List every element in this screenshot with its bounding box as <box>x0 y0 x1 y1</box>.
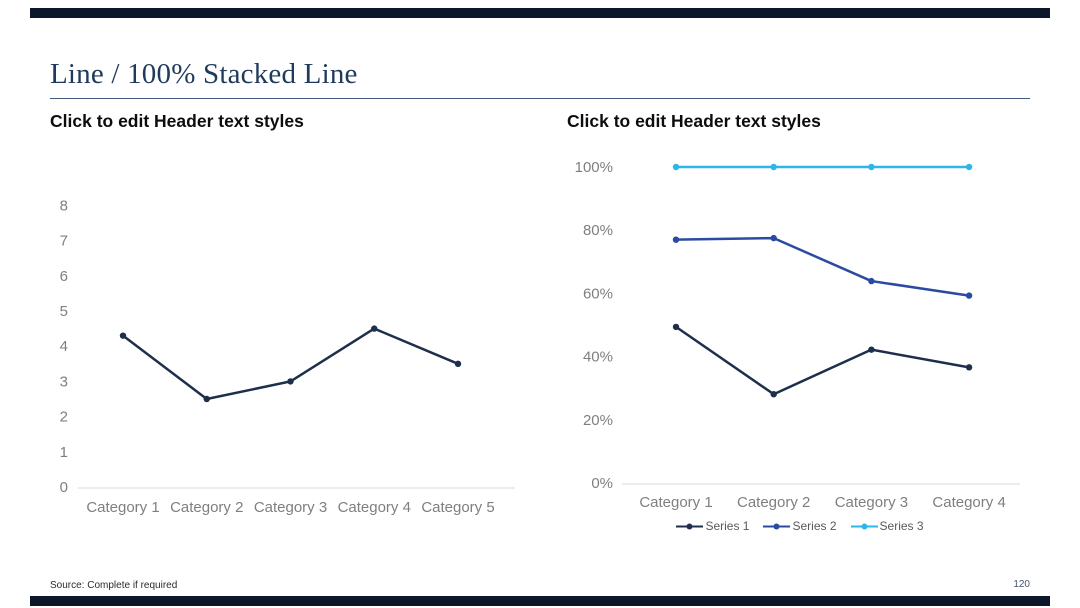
data-point-marker <box>965 364 973 371</box>
data-point-marker <box>672 236 680 243</box>
data-point-marker <box>770 391 777 398</box>
y-axis-tick-label: 0 <box>60 479 68 496</box>
title-divider <box>50 98 1030 99</box>
y-axis-tick-label: 7 <box>60 233 68 250</box>
y-axis-tick-label: 80% <box>583 222 613 239</box>
data-point-marker <box>371 325 378 332</box>
x-axis-category-label: Category 4 <box>338 499 411 516</box>
y-axis-tick-label: 20% <box>583 412 613 429</box>
y-axis-tick-label: 1 <box>60 444 68 461</box>
page-number: 120 <box>1013 579 1030 590</box>
chart-legend: Series 1 Series 2 Series 3 <box>560 519 1040 533</box>
x-axis-category-label: Category 3 <box>835 494 908 511</box>
y-axis-tick-label: 40% <box>583 349 613 366</box>
x-axis-category-label: Category 1 <box>86 499 159 516</box>
data-point-marker <box>119 332 127 339</box>
data-point-marker <box>672 163 680 171</box>
x-axis-category-label: Category 1 <box>639 494 712 511</box>
x-axis-category-label: Category 4 <box>932 494 1005 511</box>
y-axis-tick-label: 5 <box>60 303 68 320</box>
data-point-marker <box>203 395 210 403</box>
legend-label: Series 3 <box>879 519 924 533</box>
x-axis-category-label: Category 2 <box>170 499 243 516</box>
legend-item-series-2: Series 2 <box>763 519 837 533</box>
legend-label: Series 2 <box>792 519 837 533</box>
data-point-marker <box>770 163 777 171</box>
x-axis-category-label: Category 5 <box>421 499 494 516</box>
data-point-marker <box>965 163 973 171</box>
source-note: Source: Complete if required <box>50 580 178 591</box>
data-point-marker <box>868 163 875 171</box>
x-axis-category-label: Category 2 <box>737 494 810 511</box>
legend-item-series-3: Series 3 <box>850 519 924 533</box>
y-axis-tick-label: 4 <box>60 338 68 355</box>
series-line <box>674 236 971 297</box>
series-line <box>674 325 971 396</box>
legend-item-series-1: Series 1 <box>676 519 749 533</box>
line-chart[interactable]: 0 1 2 3 4 5 6 7 8 Category 1 Category 2 Category 3 C… <box>40 190 540 530</box>
data-point-marker <box>868 277 875 285</box>
bottom-accent-bar <box>30 596 1050 606</box>
y-axis-tick-label: 8 <box>60 197 68 214</box>
data-point-marker <box>672 323 680 331</box>
data-point-marker <box>965 292 973 299</box>
y-axis-tick-label: 100% <box>575 159 613 176</box>
data-point-marker <box>770 234 777 242</box>
data-point-marker <box>287 378 294 385</box>
stacked-line-chart[interactable]: 0% 20% 40% 60% 80% 100% Category 1 Category 2 Ca… <box>560 150 1080 515</box>
page-title[interactable]: Line / 100% Stacked Line <box>50 58 358 90</box>
y-axis-tick-label: 0% <box>591 475 613 492</box>
y-axis-tick-label: 3 <box>60 373 68 390</box>
left-chart-header[interactable]: Click to edit Header text styles <box>50 111 304 131</box>
x-axis-category-label: Category 3 <box>254 499 327 516</box>
y-axis-tick-label: 60% <box>583 285 613 302</box>
data-point-marker <box>868 346 875 353</box>
legend-line-marker-icon <box>763 523 791 529</box>
legend-line-marker-icon <box>676 523 704 529</box>
data-point-marker <box>454 360 462 367</box>
legend-label: Series 1 <box>705 519 750 533</box>
series-line <box>121 327 460 401</box>
right-chart-header[interactable]: Click to edit Header text styles <box>567 111 821 131</box>
y-axis-tick-label: 6 <box>60 268 68 285</box>
y-axis-tick-label: 2 <box>60 409 68 426</box>
top-accent-bar <box>30 8 1050 18</box>
legend-line-marker-icon <box>850 523 878 529</box>
